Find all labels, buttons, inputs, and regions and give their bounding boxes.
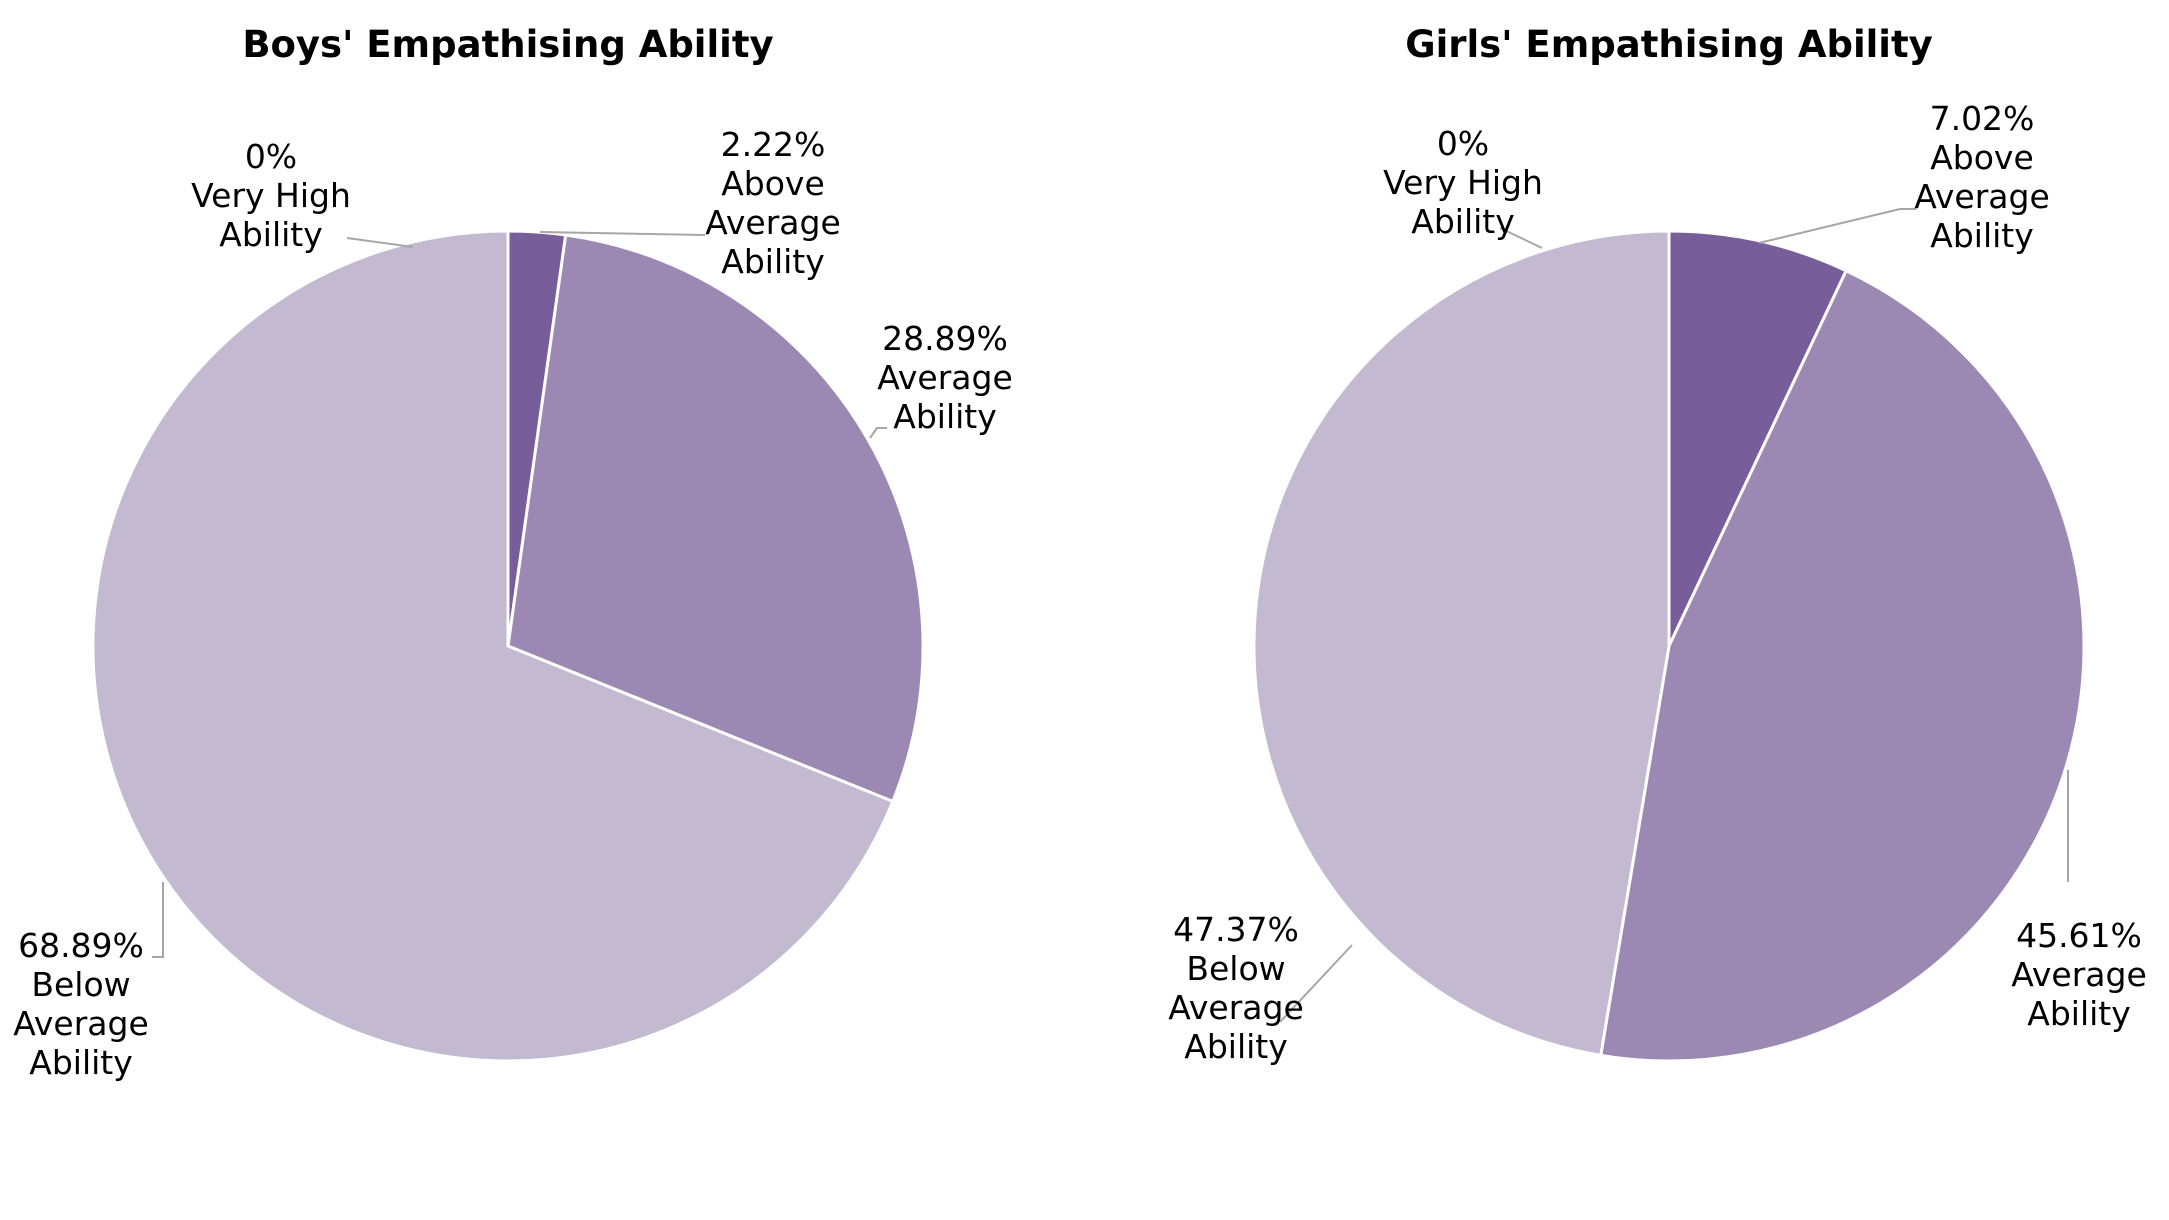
- label-line: Average: [1168, 988, 1304, 1027]
- girls-slice-above-average: [1667, 229, 1849, 647]
- label-line: Ability: [219, 215, 323, 254]
- boys-leader-line-below-average: [152, 882, 164, 958]
- girls-slice-below-average: [1252, 229, 1671, 1058]
- girls-data-label-very-high: 0% Very High Ability: [1383, 124, 1543, 241]
- label-value: 0%: [245, 137, 297, 176]
- boys-leader-line-above-average: [539, 231, 706, 236]
- label-line: Very High: [1383, 163, 1543, 202]
- girls-leader-line-above-average: [1758, 208, 1916, 244]
- label-line: Ability: [1930, 216, 2034, 255]
- label-line: Ability: [893, 397, 997, 436]
- label-value: 47.37%: [1173, 910, 1299, 949]
- label-line: Average: [877, 358, 1013, 397]
- boys-slice-below-average: [91, 229, 895, 1063]
- boys-leader-line-very-high: [346, 237, 414, 248]
- label-line: Ability: [721, 242, 825, 281]
- label-line: Average: [1914, 177, 2050, 216]
- boys-pie-chart: Boys' Empathising Ability 0% Very High Abi…: [13, 23, 1013, 1082]
- boys-data-label-above-average: 2.22% Above Average Ability: [705, 125, 841, 281]
- girls-leader-line-below-average: [1279, 944, 1353, 1023]
- girls-data-label-above-average: 7.02% Above Average Ability: [1914, 99, 2050, 255]
- girls-leader-line-very-high: [1499, 227, 1543, 249]
- boys-data-label-average: 28.89% Average Ability: [877, 319, 1013, 436]
- boys-data-label-below-average: 68.89% Below Average Ability: [13, 926, 149, 1082]
- label-value: 28.89%: [882, 319, 1008, 358]
- girls-data-label-average: 45.61% Average Ability: [2011, 916, 2147, 1033]
- label-line: Below: [1186, 949, 1285, 988]
- girls-data-label-below-average: 47.37% Below Average Ability: [1168, 910, 1304, 1066]
- label-line: Very High: [191, 176, 351, 215]
- boys-data-label-very-high: 0% Very High Ability: [191, 137, 351, 254]
- girls-slice-average: [1599, 268, 2086, 1063]
- boys-chart-title: Boys' Empathising Ability: [242, 23, 773, 66]
- label-line: Average: [13, 1004, 149, 1043]
- label-line: Above: [1930, 138, 2034, 177]
- label-value: 45.61%: [2016, 916, 2142, 955]
- label-value: 68.89%: [18, 926, 144, 965]
- girls-chart-title: Girls' Empathising Ability: [1405, 23, 1933, 66]
- girls-pie-chart: Girls' Empathising Ability 0% Very High Ab…: [1168, 23, 2147, 1066]
- girls-pie-slices: [1252, 229, 2086, 1063]
- label-line: Ability: [1184, 1027, 1288, 1066]
- label-value: 0%: [1437, 124, 1489, 163]
- boys-pie-slices: [91, 229, 925, 1063]
- label-value: 2.22%: [721, 125, 826, 164]
- label-line: Average: [705, 203, 841, 242]
- label-line: Average: [2011, 955, 2147, 994]
- label-line: Above: [721, 164, 825, 203]
- label-value: 7.02%: [1930, 99, 2035, 138]
- label-line: Below: [31, 965, 130, 1004]
- label-line: Ability: [29, 1043, 133, 1082]
- boys-slice-average: [506, 233, 925, 804]
- label-line: Ability: [2027, 994, 2131, 1033]
- boys-leader-line-average: [869, 427, 887, 439]
- label-line: Ability: [1411, 202, 1515, 241]
